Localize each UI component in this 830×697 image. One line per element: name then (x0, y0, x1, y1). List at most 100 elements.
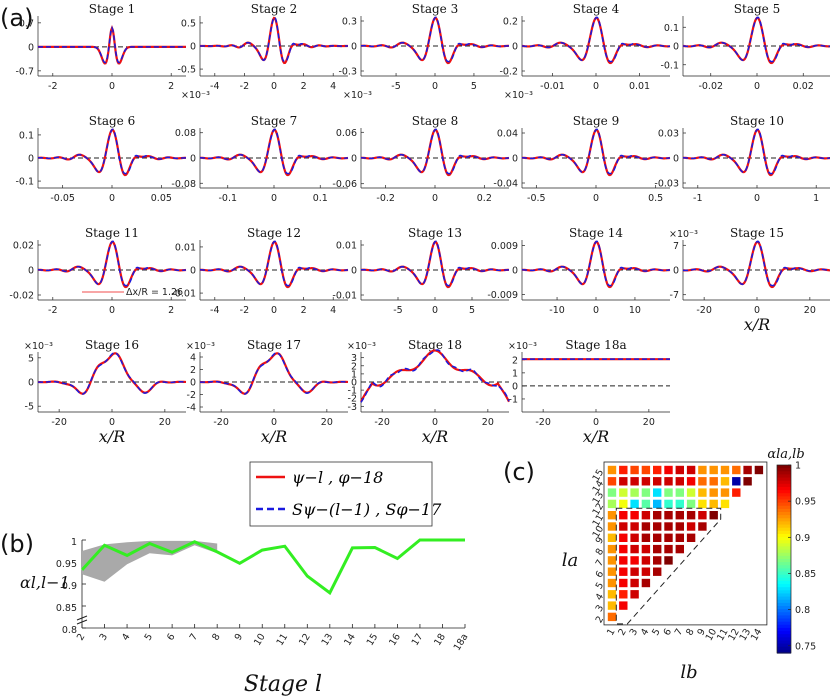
c-y-tick-label: 8 (594, 547, 607, 558)
y-tick-label: -7 (670, 290, 679, 301)
heatmap-cell (698, 522, 707, 531)
stage-title: Stage 17 (247, 338, 301, 352)
c-y-tick-label: 15 (591, 468, 607, 484)
curve-s-psi-prev (360, 128, 510, 175)
y-tick-label: 0 (28, 266, 34, 277)
colorbar-segment (777, 524, 791, 529)
annotation-text: Δx/R = 1.26 (126, 287, 183, 298)
colorbar-segment (777, 515, 791, 519)
heatmap-cell (709, 499, 718, 509)
colorbar-segment (777, 546, 791, 551)
c-y-tick-label: 13 (591, 490, 607, 506)
curve-psi (199, 16, 349, 65)
y-tick-label: -0.01 (171, 289, 196, 300)
x-tick-label: 0 (593, 305, 599, 316)
heatmap-cell (630, 567, 639, 576)
colorbar-title: αla,lb (767, 447, 804, 462)
y-scale-label: ×10⁻³ (186, 341, 215, 352)
y-tick-label: -3 (348, 402, 357, 413)
c-x-tick-label: 9 (695, 627, 708, 638)
y-tick-label: 0 (512, 381, 518, 392)
colorbar-segment (777, 599, 791, 604)
y-tick-label: 0 (673, 42, 679, 53)
y-tick-label: 0.08 (175, 128, 196, 139)
colorbar-segment (777, 574, 791, 579)
y-tick-label: 0 (190, 42, 196, 53)
stage-title: Stage 1 (89, 2, 135, 16)
stage-plot-12: Stage 12 0.01 0 -0.01 -4 -2 0 2 4 (171, 226, 349, 316)
heatmap-cell (675, 477, 684, 486)
x-tick-label: -20 (696, 305, 712, 316)
colorbar-segment (777, 577, 791, 582)
heatmap-cell (686, 533, 696, 542)
heatmap-cell (630, 590, 639, 599)
curve-s-psi-prev (37, 240, 187, 287)
colorbar-segment (777, 637, 791, 642)
y-tick-label: -0.03 (654, 179, 679, 190)
y-tick-label: -2 (187, 390, 196, 401)
heatmap-cell (720, 465, 730, 475)
c-x-tick-label: 5 (650, 627, 663, 638)
heatmap-cell (641, 544, 651, 554)
colorbar-segment (777, 624, 791, 629)
heatmap-cell (664, 488, 673, 497)
x-axis-title: x/R (422, 427, 448, 446)
heatmap-cell (720, 499, 730, 509)
stage-title: Stage 10 (730, 114, 784, 128)
x-tick-label: 0 (109, 305, 115, 316)
c-y-tick-label: 10 (591, 524, 607, 540)
c-x-tick-label: 4 (639, 627, 652, 638)
b-x-tick-label: 9 (233, 632, 246, 643)
heatmap-cell (720, 488, 730, 497)
y-tick-label: 0 (28, 154, 34, 165)
curve-s-psi-prev (521, 16, 671, 63)
y-tick-label: -0.7 (15, 66, 34, 77)
curve-psi (682, 128, 830, 177)
colorbar-segment (777, 568, 791, 573)
stage-plot-4: Stage 4 0.2 0 -0.2 -0.01 0 0.01 (499, 2, 671, 92)
x-tick-label: -0.01 (540, 81, 565, 92)
heatmap-cell (630, 499, 639, 509)
colorbar-segment (777, 502, 791, 507)
x-tick-label: 0.01 (629, 81, 650, 92)
curve-psi (37, 128, 187, 177)
stage-plot-1: Stage 1 0.7 0 -0.7 -2 0 2 ×10⁻³ (15, 2, 210, 101)
y-tick-label: 2 (351, 361, 357, 372)
y-tick-label: 0.06 (336, 128, 357, 139)
heatmap-cell (743, 465, 752, 475)
curve-psi (682, 16, 830, 65)
heatmap-cell (619, 567, 628, 576)
colorbar-segment (777, 627, 791, 632)
stage-title: Stage 5 (734, 2, 780, 16)
x-tick-label: 0 (754, 305, 760, 316)
panel-b-alpha-chart: 1 0.95 0.9 0.85 0.82 3 4 5 6 7 8 9 10 11 12 13 14 15 16 17 1… (20, 537, 471, 697)
colorbar-segment (777, 562, 791, 566)
colorbar-segment (777, 621, 791, 626)
colorbar-segment (777, 580, 791, 585)
b-y-tick-label: 0.95 (56, 559, 77, 570)
y-tick-label: 0 (673, 154, 679, 165)
curve-psi (521, 128, 671, 177)
heatmap-cell (709, 477, 718, 486)
b-x-tick-label: 4 (120, 632, 133, 643)
x-tick-label: 2 (301, 81, 307, 92)
y-tick-label: 0 (512, 266, 518, 277)
heatmap-cell (641, 556, 651, 565)
heatmap-cell (641, 567, 651, 576)
colorbar-tick-label: 0.95 (795, 497, 816, 508)
stage-title: Stage 3 (412, 2, 458, 16)
b-x-tick-label: 15 (365, 632, 381, 648)
x-tick-label: -20 (51, 417, 67, 428)
heatmap-cell (709, 511, 718, 520)
curve-psi (360, 240, 510, 289)
colorbar-segment (777, 474, 791, 479)
c-x-tick-label: 1 (605, 627, 618, 638)
colorbar-segment (777, 584, 791, 588)
heatmap-cell (686, 488, 696, 497)
b-y-tick-label: 0.9 (62, 581, 77, 592)
y-tick-label: 0.3 (342, 17, 357, 28)
curve-psi (682, 240, 830, 289)
colorbar-segment (777, 471, 791, 475)
x-tick-label: -0.2 (376, 193, 395, 204)
c-x-tick-label: 3 (628, 627, 641, 638)
